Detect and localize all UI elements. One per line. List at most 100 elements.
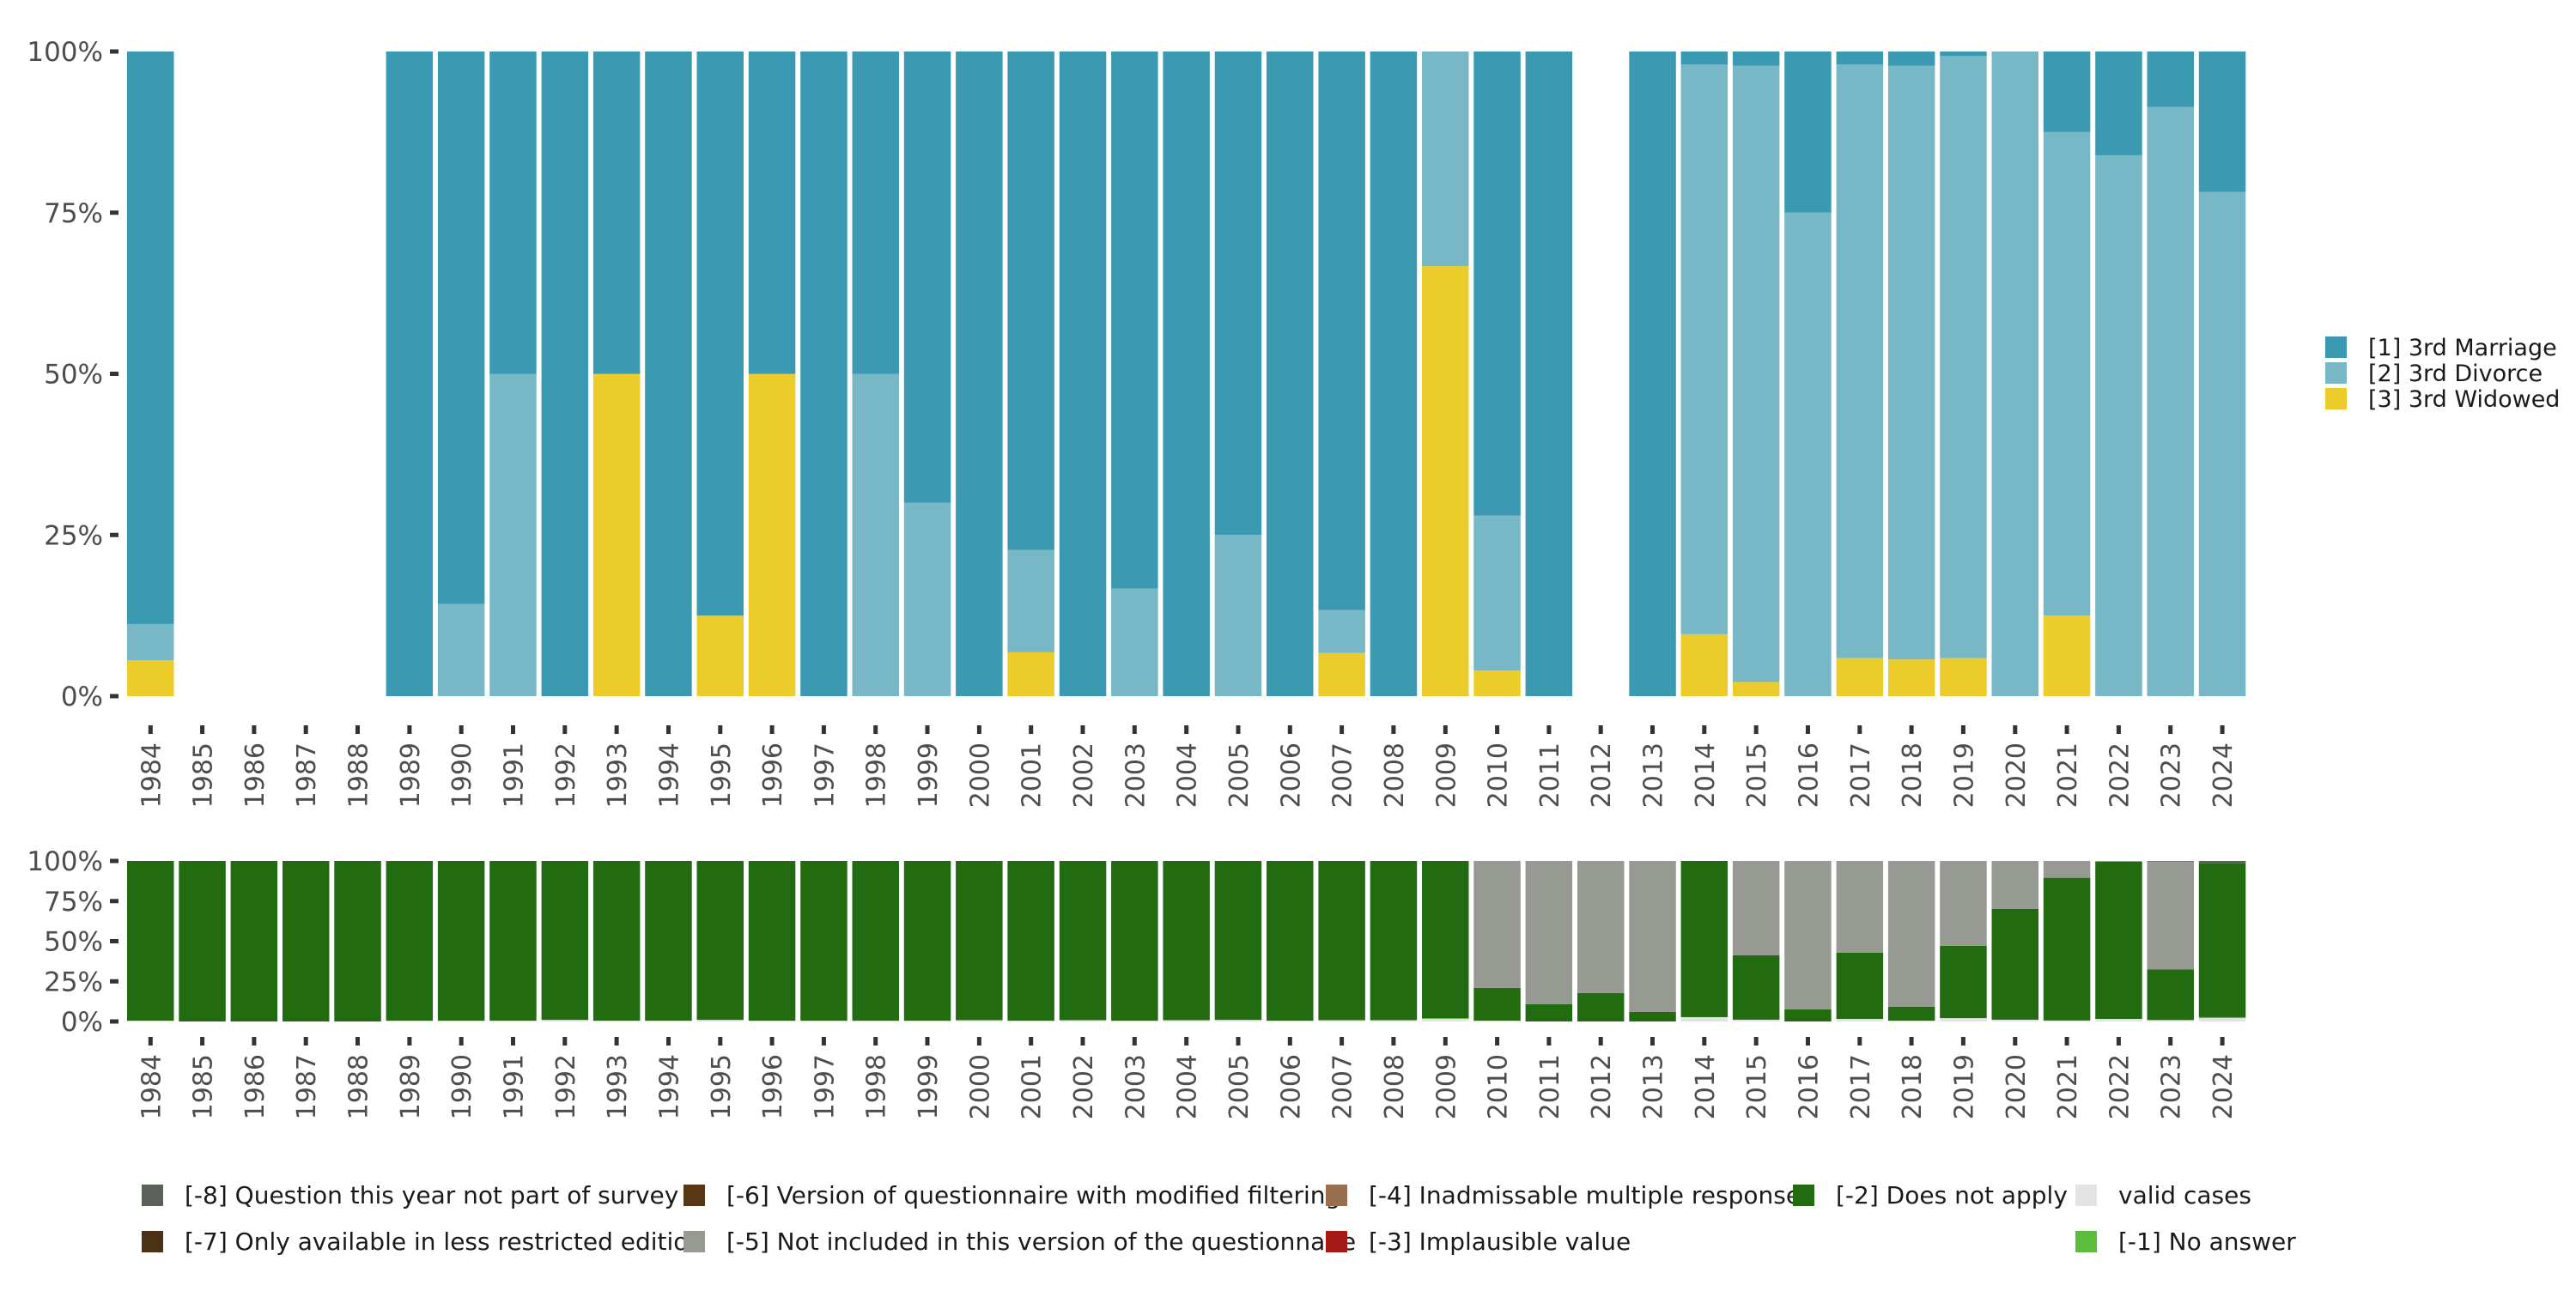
- top-bar-segment: [2095, 155, 2142, 696]
- top-x-tick-label: 2024: [2208, 742, 2239, 808]
- bottom-bar-segment: [179, 861, 226, 1021]
- bottom-bar-segment: [1836, 1019, 1884, 1021]
- top-panel-marital-status: 0% 25% 50% 75% 100% 1984 1985 1986 1987 1988 1989 1…: [27, 37, 2246, 808]
- top-bar-segment: [489, 373, 537, 696]
- bottom-x-tick-label: 2002: [1069, 1054, 1099, 1119]
- top-x-tick-label: 2008: [1380, 742, 1410, 808]
- top-legend-key: [2325, 336, 2347, 358]
- bottom-x-tick-label: 1999: [914, 1054, 944, 1119]
- bottom-legend-label: [-6] Version of questionnaire with modif…: [726, 1181, 1340, 1209]
- top-y-tick: [110, 372, 118, 376]
- bottom-x-tick: [1132, 1037, 1137, 1046]
- top-bar-segment: [127, 623, 174, 660]
- bottom-x-tick-label: 2017: [1846, 1054, 1876, 1119]
- bottom-bar-segment: [2043, 877, 2091, 1021]
- top-x-tick-label: 1995: [707, 742, 737, 808]
- bottom-bar-segment: [1214, 1020, 1262, 1021]
- bottom-bar-segment: [956, 861, 1003, 1021]
- bottom-legend: [-8] Question this year not part of surv…: [142, 1181, 2296, 1256]
- bottom-x-tick: [1080, 1037, 1085, 1046]
- bottom-bar-segment: [1473, 861, 1521, 988]
- bottom-bar-segment: [1680, 1016, 1728, 1021]
- bottom-x-tick: [2013, 1037, 2018, 1046]
- bottom-x-tick-label: 1986: [240, 1054, 270, 1119]
- bottom-x-tick-label: 1998: [862, 1054, 892, 1119]
- bottom-x-tick-label: 2021: [2053, 1054, 2083, 1119]
- top-bar-segment: [852, 373, 899, 696]
- bottom-x-tick: [1340, 1037, 1345, 1046]
- top-x-tick-label: 1984: [137, 742, 167, 808]
- bottom-x-tick: [252, 1037, 257, 1046]
- top-bar-segment: [2095, 52, 2142, 155]
- top-bar-segment: [1680, 52, 1728, 65]
- bottom-x-tick: [1495, 1037, 1500, 1046]
- top-bar-segment: [748, 373, 796, 696]
- top-y-tick-label: 75%: [44, 198, 103, 229]
- bottom-bar-segment: [334, 861, 381, 1021]
- bottom-bar-segment: [1836, 952, 1884, 1020]
- top-bar-segment: [1473, 52, 1521, 516]
- bottom-x-tick-label: 1991: [500, 1054, 530, 1119]
- bottom-bar-segment: [1163, 1020, 1210, 1021]
- bottom-x-tick: [562, 1037, 568, 1046]
- top-x-tick-label: 2011: [1535, 742, 1565, 808]
- top-bar-segment: [748, 52, 796, 374]
- bottom-bar-segment: [489, 861, 537, 1021]
- top-x-tick-label: 1994: [655, 742, 685, 808]
- bottom-x-tick-label: 1988: [344, 1054, 374, 1119]
- bottom-x-tick-label: 1990: [447, 1054, 477, 1119]
- top-legend-key: [2325, 362, 2347, 384]
- top-bar-segment: [1629, 52, 1676, 696]
- top-x-tick-label: 2021: [2053, 742, 2083, 808]
- bottom-legend-key: [142, 1185, 163, 1206]
- bottom-x-tick: [148, 1037, 153, 1046]
- bottom-legend-label: valid cases: [2118, 1181, 2251, 1209]
- top-legend-label: [1] 3rd Marriage: [2368, 335, 2557, 361]
- top-bar-segment: [903, 502, 951, 696]
- top-x-tick: [148, 725, 153, 734]
- bottom-bar-segment: [1991, 861, 2038, 909]
- top-bar-segment: [437, 52, 485, 604]
- bottom-bar-segment: [1577, 992, 1625, 1021]
- top-x-tick: [1806, 725, 1810, 734]
- top-bar-segment: [1784, 52, 1832, 213]
- bottom-legend-label: [-2] Does not apply: [1836, 1181, 2068, 1209]
- top-bar-segment: [1111, 588, 1158, 696]
- bottom-x-tick-label: 1997: [810, 1054, 840, 1119]
- bottom-x-tick-label: 1994: [655, 1054, 685, 1119]
- bottom-bar-segment: [1422, 861, 1469, 1019]
- top-bar-segment: [1732, 682, 1780, 696]
- top-x-tick: [976, 725, 981, 734]
- top-y-tick: [110, 49, 118, 54]
- top-bar-segment: [1370, 52, 1418, 696]
- bottom-x-tick-label: 2024: [2208, 1054, 2239, 1119]
- bottom-bar-segment: [1318, 1020, 1365, 1021]
- top-legend-key: [2325, 388, 2347, 409]
- top-bar-segment: [1267, 52, 1314, 696]
- top-x-tick-label: 2019: [1949, 742, 1979, 808]
- top-x-tick: [303, 725, 308, 734]
- bottom-bar-segment: [2095, 861, 2142, 1019]
- bottom-y-tick-label: 50%: [44, 927, 103, 958]
- bottom-x-tick: [355, 1037, 360, 1046]
- bottom-x-tick-label: 2018: [1898, 1054, 1928, 1119]
- top-bar-segment: [2043, 52, 2091, 132]
- bottom-bar-segment: [592, 861, 641, 1021]
- bottom-x-tick-label: 1993: [603, 1054, 633, 1119]
- bottom-x-tick: [976, 1037, 981, 1046]
- top-x-tick: [1080, 725, 1085, 734]
- top-bar-segment: [1732, 65, 1780, 682]
- top-bar-segment: [541, 52, 589, 696]
- top-x-tick: [407, 725, 412, 734]
- top-bar-segment: [1318, 52, 1365, 610]
- bottom-x-tick: [2064, 1037, 2069, 1046]
- bottom-bar-segment: [1370, 861, 1418, 1021]
- bottom-x-tick-label: 2019: [1949, 1054, 1979, 1119]
- bottom-y-tick: [110, 858, 118, 864]
- top-x-tick: [2116, 725, 2121, 734]
- bottom-x-tick: [1909, 1037, 1914, 1046]
- bottom-bar-segment: [748, 861, 796, 1021]
- bottom-legend-key: [2075, 1231, 2097, 1252]
- top-x-tick-label: 1993: [603, 742, 633, 808]
- top-bar-segment: [696, 615, 744, 697]
